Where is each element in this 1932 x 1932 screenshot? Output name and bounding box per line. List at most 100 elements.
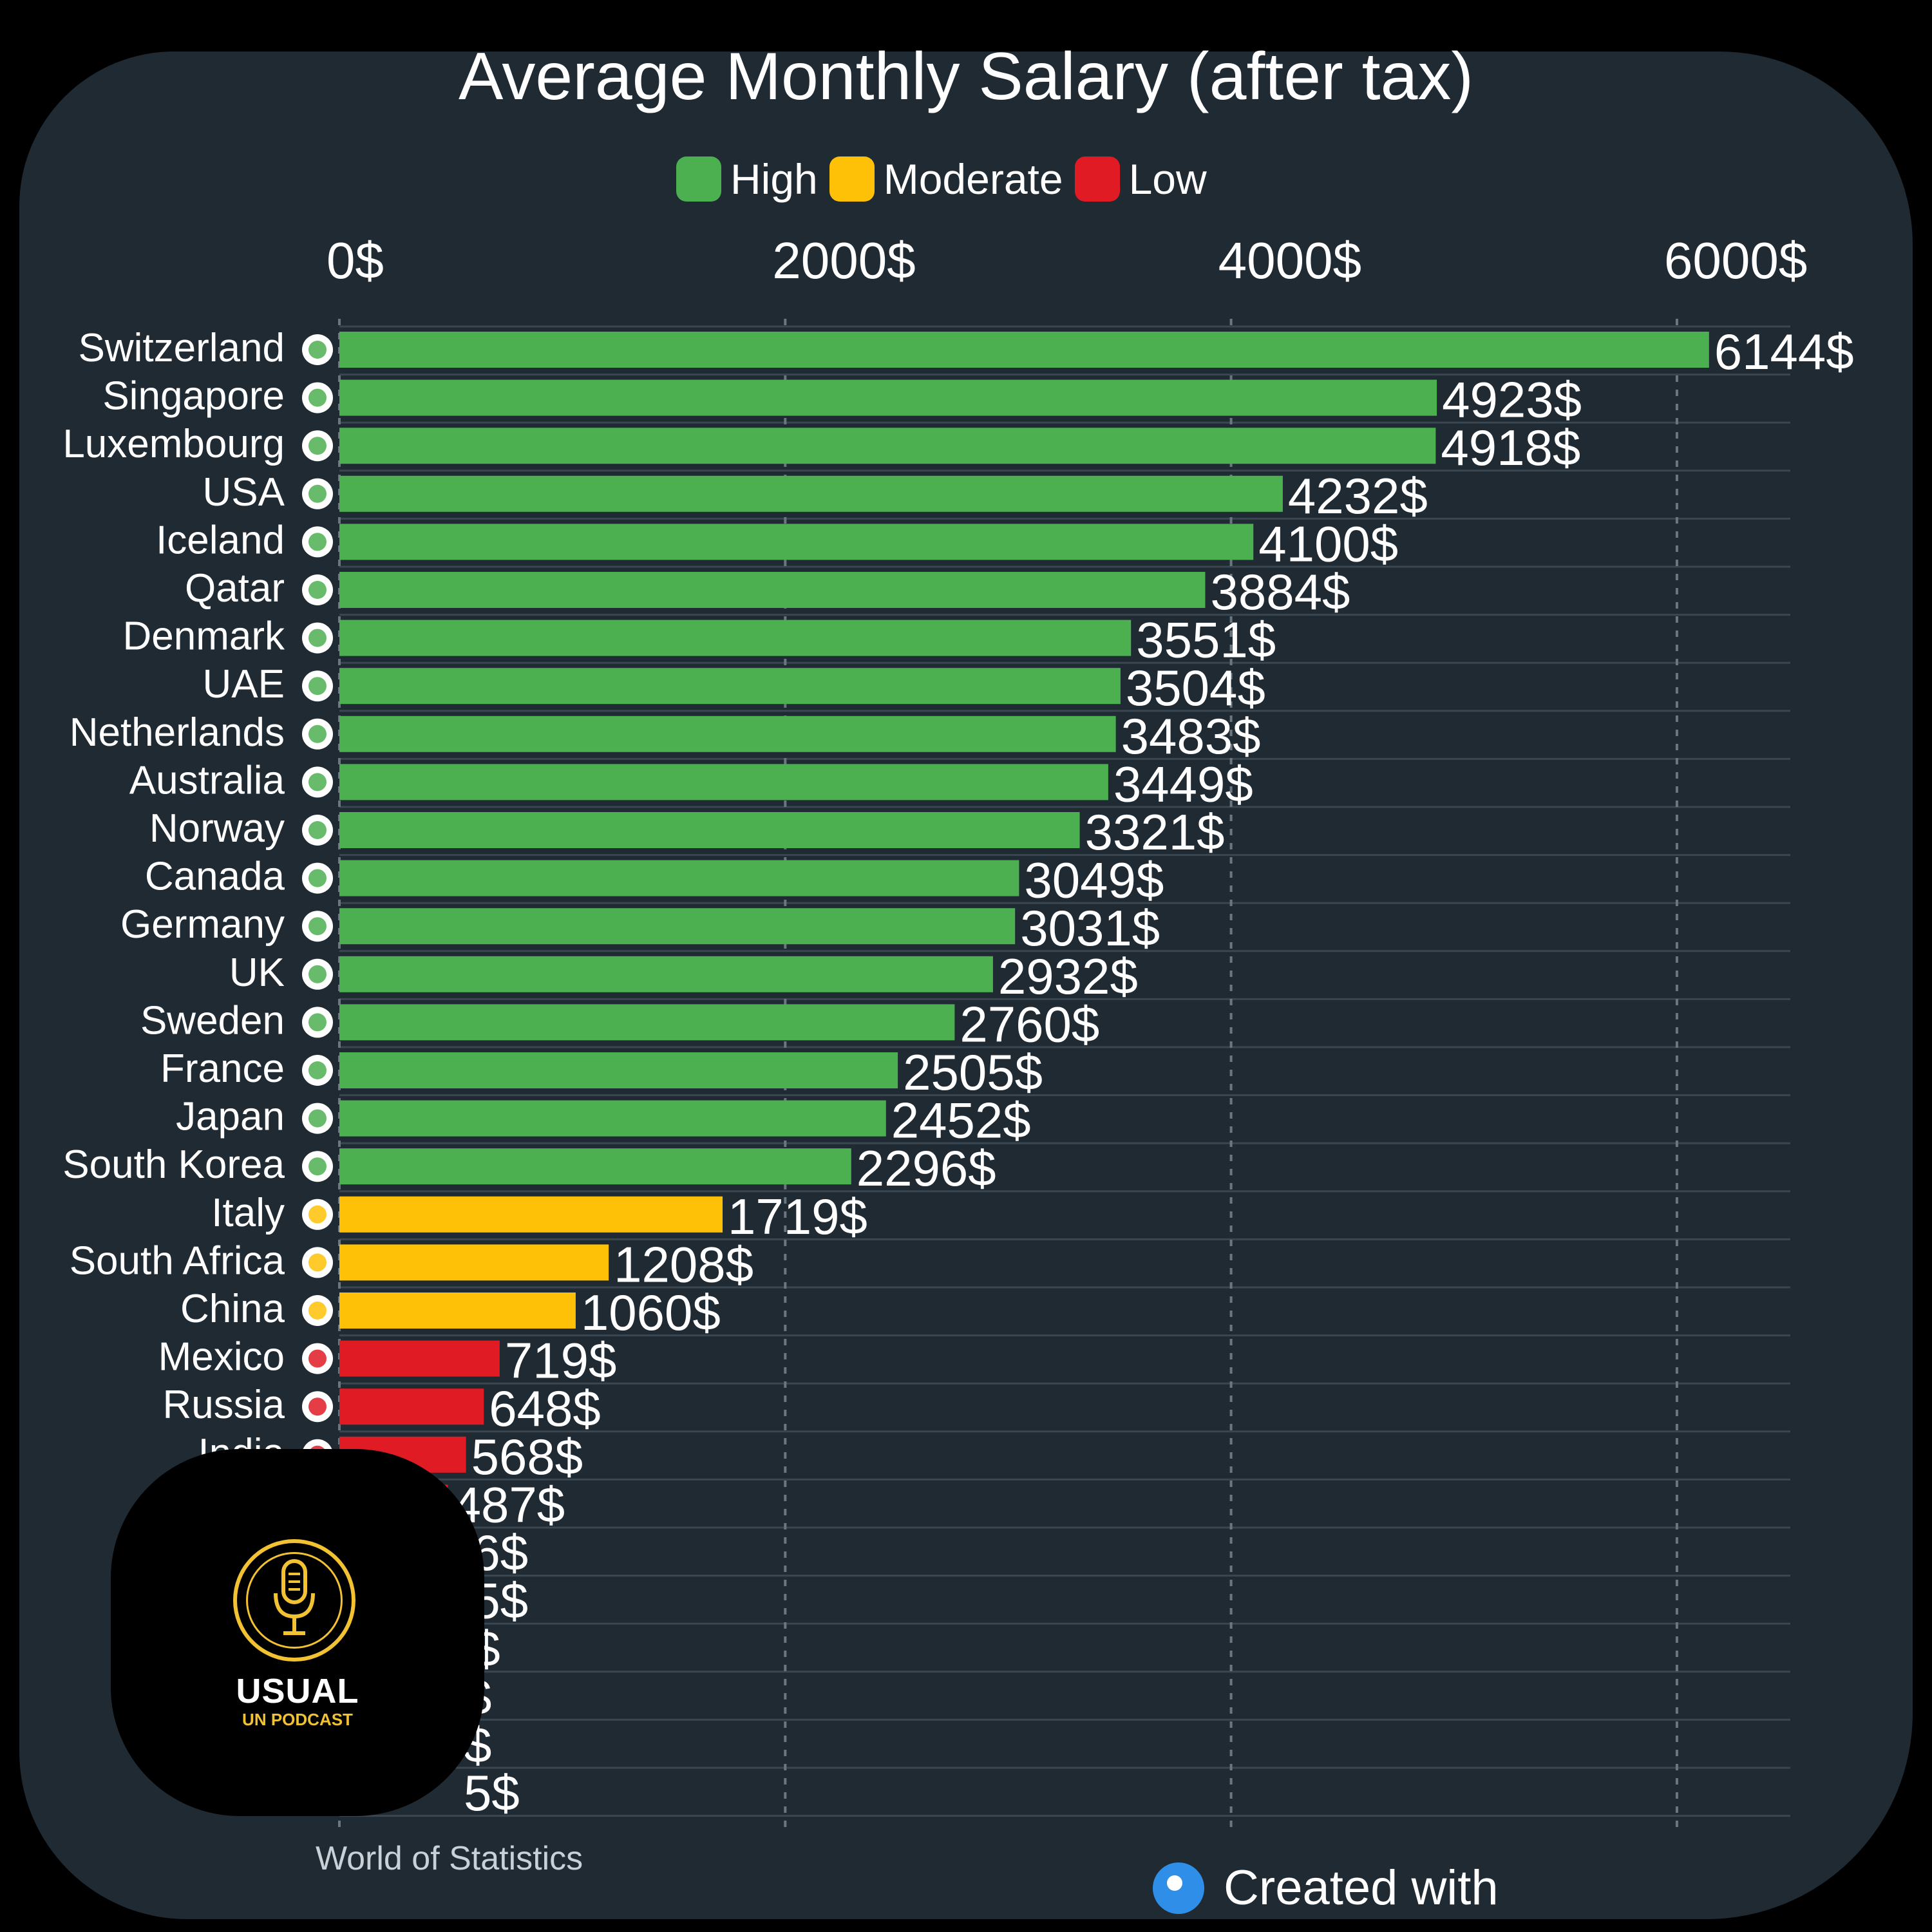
- value-label: 6144$: [1714, 323, 1854, 380]
- value-label: 2760$: [960, 996, 1099, 1052]
- credit-label: Created with: [1224, 1861, 1499, 1915]
- value-label: 1719$: [728, 1188, 867, 1245]
- country-flag-icon-center: [308, 1013, 327, 1032]
- x-tick-label: 4000$: [1218, 232, 1361, 289]
- bar: [339, 715, 1116, 752]
- value-label: 4923$: [1442, 372, 1582, 428]
- value-label: 5$: [464, 1765, 520, 1821]
- category-label: Australia: [129, 758, 285, 802]
- podcast-logo-badge: USUAL UN PODCAST: [111, 1449, 484, 1816]
- bar: [339, 620, 1132, 656]
- category-label: Norway: [149, 806, 285, 851]
- bar: [339, 1100, 886, 1137]
- value-label: 3449$: [1113, 755, 1253, 812]
- microphone-icon: [274, 1559, 315, 1635]
- country-flag-icon-center: [308, 1397, 327, 1416]
- value-label: 3321$: [1085, 804, 1225, 860]
- category-label: Luxembourg: [62, 422, 285, 466]
- category-label: Russia: [162, 1383, 285, 1427]
- legend-item-low: Low: [1074, 155, 1207, 204]
- legend-item-high: High: [676, 155, 818, 204]
- bar: [339, 572, 1206, 608]
- legend-item-moderate: Moderate: [829, 155, 1063, 204]
- bar: [339, 1340, 500, 1377]
- category-label: Denmark: [122, 614, 285, 659]
- category-label: Netherlands: [70, 710, 285, 755]
- value-label: 3483$: [1121, 708, 1261, 764]
- value-label: 4918$: [1441, 419, 1580, 476]
- value-label: 3551$: [1136, 612, 1276, 668]
- category-label: China: [180, 1287, 285, 1331]
- bar: [339, 668, 1121, 705]
- country-flag-icon-center: [308, 1157, 327, 1176]
- category-label: UK: [229, 951, 285, 995]
- country-flag-icon-center: [308, 581, 327, 599]
- bar: [339, 956, 993, 992]
- country-flag-icon-center: [308, 1349, 327, 1368]
- logo-ring: [233, 1539, 355, 1662]
- country-flag-icon-center: [308, 965, 327, 983]
- value-label: 3884$: [1210, 564, 1350, 620]
- location-pin-icon: [1153, 1862, 1204, 1914]
- category-label: USA: [203, 470, 285, 515]
- value-label: 4232$: [1288, 468, 1428, 524]
- bar: [339, 428, 1436, 464]
- category-label: Canada: [145, 855, 285, 899]
- logo-subtitle: UN PODCAST: [242, 1710, 353, 1729]
- value-label: 648$: [489, 1380, 601, 1437]
- country-flag-icon-center: [308, 1302, 327, 1320]
- category-label: UAE: [203, 662, 285, 706]
- category-label: Italy: [211, 1191, 285, 1235]
- category-label: Switzerland: [79, 326, 285, 370]
- logo-ring-inner: [246, 1552, 343, 1649]
- category-label: Qatar: [185, 566, 285, 611]
- category-label: France: [160, 1046, 285, 1091]
- source-text: World of Statistics: [316, 1840, 583, 1877]
- bar: [339, 1196, 723, 1233]
- x-tick-label: 0$: [327, 232, 384, 289]
- country-flag-icon-center: [308, 1109, 327, 1128]
- created-with-credit[interactable]: Created with: [1153, 1860, 1499, 1916]
- legend-label-low: Low: [1128, 155, 1207, 203]
- country-flag-icon-center: [308, 773, 327, 791]
- legend-label-high: High: [730, 155, 818, 203]
- value-label: 3504$: [1126, 659, 1265, 716]
- country-flag-icon-center: [308, 869, 327, 887]
- category-label: Germany: [120, 902, 285, 947]
- category-label: South Korea: [62, 1142, 285, 1187]
- country-flag-icon-center: [308, 821, 327, 839]
- legend: High Moderate Low: [676, 155, 1218, 204]
- value-label: 4100$: [1258, 515, 1398, 572]
- country-flag-icon-center: [308, 1253, 327, 1272]
- value-label: 2452$: [891, 1092, 1031, 1149]
- logo-name: USUAL: [236, 1672, 359, 1710]
- legend-label-moderate: Moderate: [883, 155, 1063, 203]
- bar: [339, 1244, 609, 1281]
- chart-title: Average Monthly Salary (after tax): [458, 39, 1474, 114]
- country-flag-icon-center: [308, 917, 327, 936]
- country-flag-icon-center: [308, 1061, 327, 1079]
- legend-swatch-low: [1074, 156, 1120, 202]
- country-flag-icon-center: [308, 724, 327, 743]
- x-tick-label: 2000$: [772, 232, 915, 289]
- bar: [339, 1388, 484, 1425]
- country-flag-icon-center: [308, 1205, 327, 1224]
- value-label: 2296$: [857, 1140, 996, 1197]
- category-label: Japan: [176, 1095, 285, 1139]
- category-label: Iceland: [156, 518, 285, 562]
- category-label: Sweden: [140, 998, 285, 1043]
- country-flag-icon-center: [308, 341, 327, 359]
- category-label: South Africa: [70, 1238, 285, 1283]
- value-label: 1060$: [581, 1284, 721, 1341]
- legend-swatch-moderate: [829, 156, 875, 202]
- value-label: 1208$: [614, 1236, 753, 1293]
- value-label: 2505$: [903, 1044, 1043, 1101]
- value-label: 719$: [505, 1332, 617, 1389]
- country-flag-icon-center: [308, 437, 327, 455]
- bar: [339, 812, 1080, 848]
- bar: [339, 332, 1709, 368]
- value-label: 2932$: [998, 948, 1138, 1005]
- bar: [339, 908, 1016, 945]
- country-flag-icon-center: [308, 533, 327, 551]
